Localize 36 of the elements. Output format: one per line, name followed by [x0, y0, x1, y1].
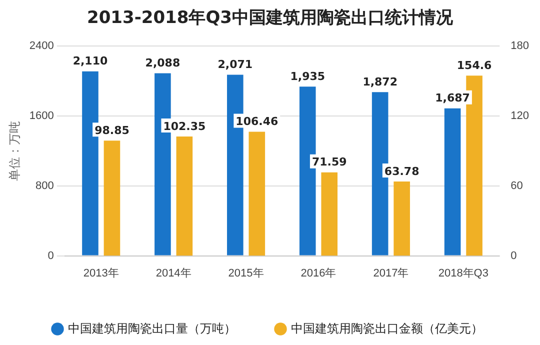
- y2-tick-label: 120: [510, 110, 530, 122]
- data-label: 154.6: [456, 58, 492, 72]
- x-tick-label: 2016年: [300, 267, 336, 280]
- data-label: 106.46: [236, 115, 278, 128]
- y2-tick-label: 180: [510, 40, 530, 52]
- x-tick-label: 2018年Q3: [438, 267, 488, 280]
- data-label: 98.85: [94, 124, 130, 137]
- data-label: 2,071: [218, 58, 253, 72]
- y2-tick-label: 60: [510, 180, 523, 192]
- bar: [248, 132, 266, 256]
- data-label: 1,687: [435, 92, 470, 105]
- data-label: 71.59: [312, 156, 347, 169]
- x-tick-label: 2017年: [373, 267, 409, 280]
- y-tick-label: 0: [48, 250, 54, 262]
- data-label: 63.78: [384, 164, 420, 178]
- x-tick-label: 2013年: [83, 267, 119, 280]
- legend-label: 中国建筑用陶瓷出口量（万吨）: [68, 321, 236, 336]
- y-tick-label: 800: [36, 180, 54, 192]
- y-tick-label: 2400: [29, 40, 54, 52]
- x-tick-label: 2015年: [228, 267, 264, 280]
- data-label: 102.35: [163, 120, 206, 133]
- y-tick-label: 1600: [29, 110, 54, 122]
- data-label: 1,935: [290, 70, 326, 84]
- bar: [321, 172, 338, 256]
- data-label: 2,110: [72, 54, 108, 68]
- bar: [444, 108, 461, 256]
- y2-tick-label: 0: [510, 250, 517, 262]
- x-tick-label: 2014年: [156, 267, 192, 280]
- chart-title: 2013-2018年Q3中国建筑用陶瓷出口统计情况: [86, 7, 454, 30]
- data-label: 2,088: [145, 56, 180, 70]
- data-label: 1,872: [362, 76, 398, 89]
- legend-label: 中国建筑用陶瓷出口金额（亿美元）: [291, 321, 483, 336]
- bar: [394, 181, 410, 256]
- y-axis-title: 单位：万吨: [8, 120, 22, 181]
- bar: [176, 136, 193, 256]
- bar: [104, 140, 120, 256]
